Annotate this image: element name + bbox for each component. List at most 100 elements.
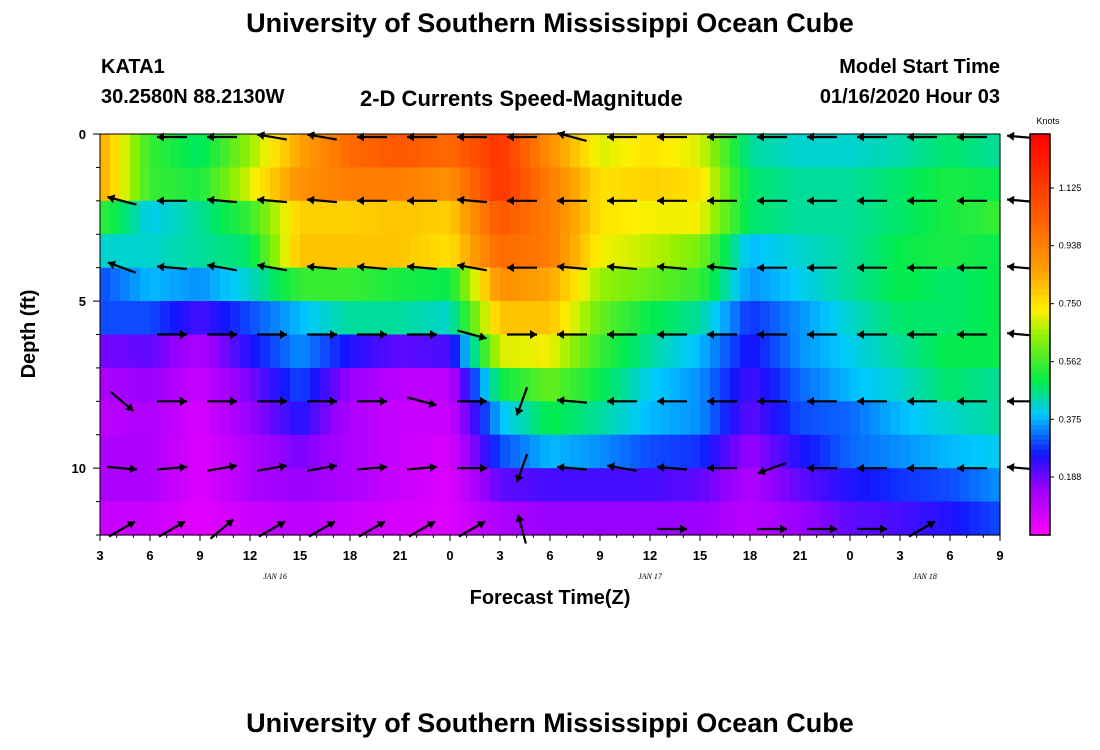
heatmap-cell	[540, 468, 551, 503]
heatmap-cell	[590, 167, 601, 202]
heatmap-cell	[940, 434, 951, 469]
heatmap-cell	[870, 401, 881, 436]
heatmap-cell	[540, 267, 551, 302]
colorbar-segment	[1030, 299, 1050, 306]
heatmap-cell	[780, 267, 791, 302]
heatmap-cell	[770, 401, 781, 436]
colorbar-segment	[1030, 164, 1050, 170]
heatmap-cell	[240, 367, 251, 402]
heatmap-cell	[170, 167, 181, 202]
current-vector	[957, 330, 987, 339]
heatmap-cell	[900, 434, 911, 469]
heatmap-cell	[550, 401, 561, 436]
heatmap-cell	[250, 167, 261, 202]
heatmap-cell	[510, 301, 521, 336]
heatmap-cell	[880, 434, 891, 469]
heatmap-cell	[620, 267, 631, 302]
current-vector	[707, 132, 737, 142]
heatmap-cell	[900, 301, 911, 336]
heatmap-cell	[360, 167, 371, 202]
heatmap-cell	[240, 334, 251, 369]
heatmap-cell	[990, 267, 1001, 302]
current-vector	[807, 196, 837, 206]
heatmap-cell	[140, 501, 151, 536]
heatmap-cell	[460, 468, 471, 503]
model-start-time: 01/16/2020 Hour 03	[819, 86, 1000, 108]
heatmap-cell	[410, 434, 421, 469]
heatmap-cell	[880, 334, 891, 369]
heatmap-cell	[230, 501, 241, 536]
heatmap-cell	[920, 501, 931, 536]
colorbar-segment	[1030, 294, 1050, 301]
heatmap-cell	[580, 167, 591, 202]
heatmap-cell	[590, 301, 601, 336]
current-vector	[757, 330, 787, 339]
heatmap-cell	[900, 134, 911, 169]
heatmap-cell	[840, 234, 851, 269]
current-vector	[407, 196, 437, 206]
heatmap-cell	[450, 301, 461, 336]
heatmap-cell	[860, 301, 871, 336]
heatmap-cell	[650, 167, 661, 202]
heatmap-cell	[990, 200, 1001, 235]
heatmap-cell	[760, 301, 771, 336]
heatmap-cell	[460, 367, 471, 402]
heatmap-cell	[610, 167, 621, 202]
heatmap-cell	[390, 367, 401, 402]
heatmap-cell	[340, 267, 351, 302]
heatmap-cell	[160, 267, 171, 302]
heatmap-cell	[580, 434, 591, 469]
heatmap-cell	[960, 334, 971, 369]
heatmap-cell	[420, 334, 431, 369]
heatmap-cell	[260, 501, 271, 536]
heatmap-cell	[920, 267, 931, 302]
current-vector	[907, 196, 937, 206]
heatmap-cell	[250, 334, 261, 369]
colorbar-tick-label: 1.125	[1059, 183, 1082, 193]
heatmap-cell	[850, 200, 861, 235]
heatmap-cell	[760, 200, 771, 235]
heatmap-cell	[840, 301, 851, 336]
heatmap-cell	[690, 401, 701, 436]
heatmap-cell	[670, 501, 681, 536]
heatmap-cell	[840, 267, 851, 302]
current-vector	[807, 132, 837, 142]
heatmap-cell	[180, 301, 191, 336]
current-vector	[257, 396, 287, 406]
heatmap-cell	[940, 468, 951, 503]
heatmap-cell	[620, 468, 631, 503]
heatmap-cell	[750, 434, 761, 469]
heatmap-cell	[440, 401, 451, 436]
heatmap-cell	[310, 401, 321, 436]
heatmap-cell	[490, 167, 501, 202]
heatmap-cell	[560, 301, 571, 336]
heatmap-cell	[650, 134, 661, 169]
heatmap-cell	[780, 134, 791, 169]
heatmap-cell	[380, 434, 391, 469]
heatmap-cell	[160, 434, 171, 469]
heatmap-cell	[800, 401, 811, 436]
heatmap-cell	[950, 367, 961, 402]
heatmap-cell	[130, 167, 141, 202]
heatmap-cell	[620, 301, 631, 336]
current-vector	[857, 196, 887, 206]
heatmap-cell	[960, 434, 971, 469]
heatmap-cell	[790, 367, 801, 402]
heatmap-cell	[830, 401, 841, 436]
heatmap-cell	[900, 401, 911, 436]
current-vector	[907, 396, 937, 406]
current-vector	[308, 520, 336, 538]
current-vector	[307, 262, 337, 272]
current-vector	[907, 330, 937, 339]
heatmap-cell	[270, 334, 281, 369]
heatmap-cell	[620, 167, 631, 202]
colorbar-segment	[1030, 414, 1050, 421]
heatmap-cell	[720, 434, 731, 469]
heatmap-cell	[500, 468, 511, 503]
heatmap-cell	[970, 234, 981, 269]
colorbar-segment	[1030, 264, 1050, 270]
station-id: KATA1	[101, 56, 165, 78]
heatmap-cell	[680, 501, 691, 536]
heatmap-cell	[440, 200, 451, 235]
heatmap-cell	[480, 468, 491, 503]
